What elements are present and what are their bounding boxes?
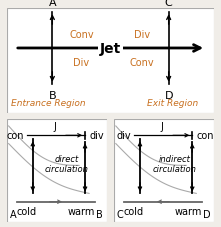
Text: A: A: [10, 209, 16, 219]
Text: cold: cold: [124, 206, 144, 216]
Text: C: C: [117, 209, 124, 219]
Text: indirect
circulation: indirect circulation: [152, 154, 196, 173]
Text: Div: Div: [134, 30, 150, 40]
Text: Conv: Conv: [69, 30, 94, 40]
Text: B: B: [49, 91, 56, 101]
Text: J: J: [53, 122, 56, 132]
Text: warm: warm: [68, 206, 95, 216]
Text: div: div: [116, 131, 131, 141]
Text: con: con: [196, 131, 214, 141]
Text: Exit Region: Exit Region: [147, 99, 198, 108]
Text: div: div: [89, 131, 104, 141]
Text: warm: warm: [175, 206, 202, 216]
Text: Div: Div: [73, 57, 90, 67]
Text: Jet: Jet: [100, 42, 121, 56]
FancyBboxPatch shape: [7, 9, 214, 114]
Text: A: A: [49, 0, 56, 8]
FancyBboxPatch shape: [7, 119, 107, 222]
Text: D: D: [203, 209, 210, 219]
Text: Entrance Region: Entrance Region: [11, 99, 86, 108]
Text: con: con: [6, 131, 24, 141]
Text: direct
circulation: direct circulation: [45, 154, 89, 173]
Text: cold: cold: [17, 206, 37, 216]
Text: B: B: [96, 209, 103, 219]
Text: C: C: [165, 0, 173, 8]
FancyBboxPatch shape: [114, 119, 214, 222]
Text: J: J: [161, 122, 164, 132]
Text: D: D: [164, 91, 173, 101]
Text: Conv: Conv: [129, 57, 154, 67]
